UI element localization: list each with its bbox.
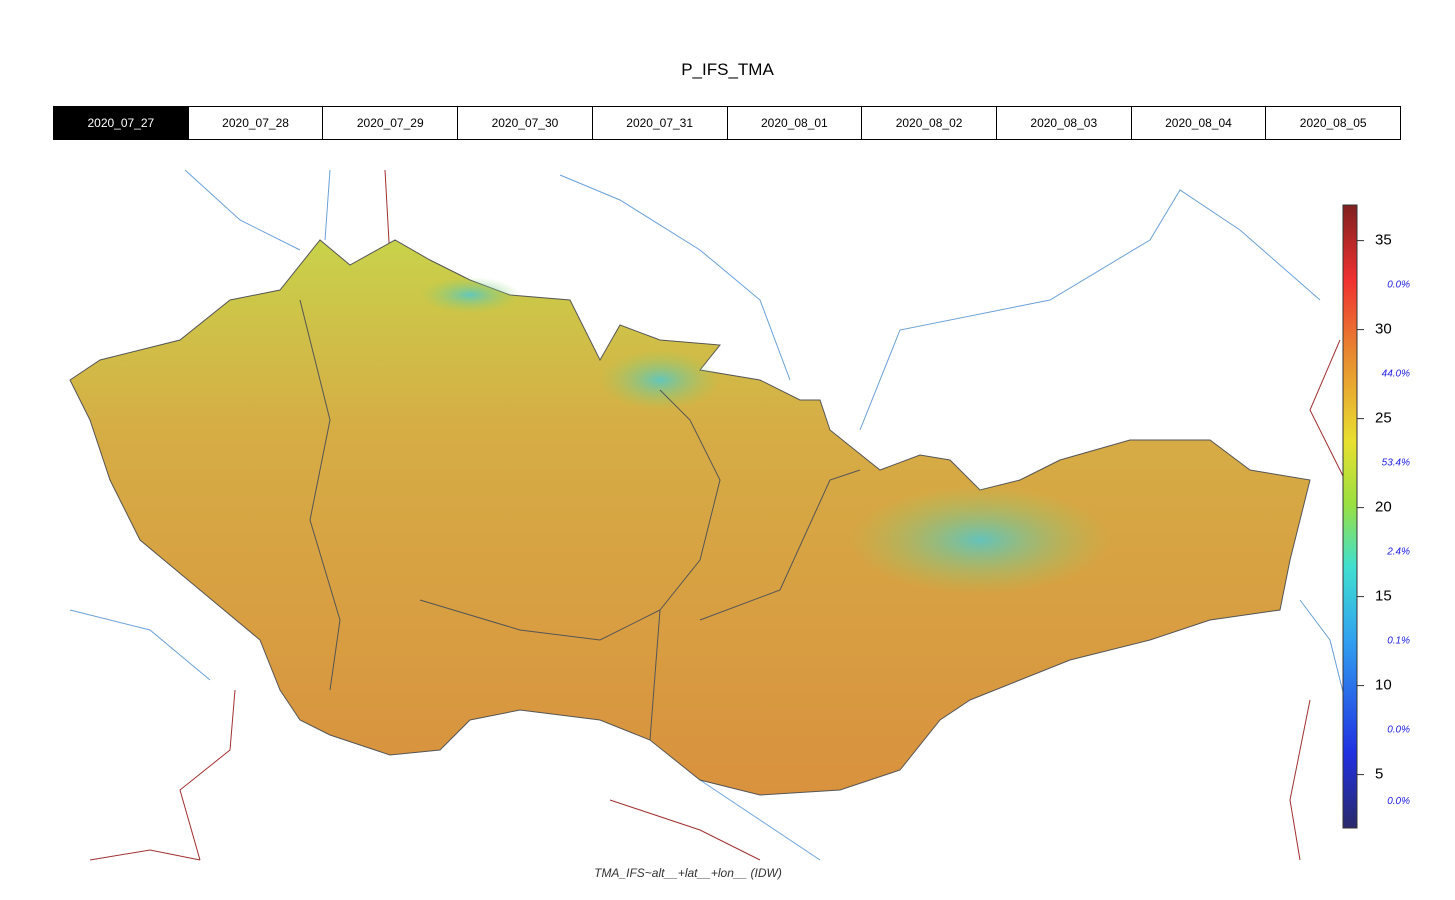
caption: TMA_IFS~alt__+lat__+lon__ (IDW): [594, 866, 782, 880]
date-tab[interactable]: 2020_07_29: [322, 107, 457, 139]
colorbar-tick-label: 20: [1375, 499, 1392, 516]
territory: [69, 239, 1311, 796]
date-tab[interactable]: 2020_08_02: [861, 107, 996, 139]
colorbar-share: 0.0%: [1387, 796, 1410, 807]
date-tab[interactable]: 2020_08_04: [1130, 107, 1266, 139]
colorbar-tick-label: 30: [1375, 321, 1392, 338]
colorbar-share: 44.0%: [1382, 369, 1410, 380]
colorbar-share: 0.0%: [1387, 725, 1410, 736]
colorbar-share: 53.4%: [1382, 458, 1410, 469]
colorbar-share: 0.1%: [1387, 636, 1410, 647]
colorbar-share: 0.0%: [1387, 280, 1410, 291]
colorbar-tick-label: 25: [1375, 410, 1392, 427]
title: P_IFS_TMA: [681, 60, 774, 79]
date-tab[interactable]: 2020_07_28: [187, 107, 323, 139]
colorbar-tick-label: 5: [1375, 766, 1383, 783]
date-tab[interactable]: 2020_08_01: [726, 107, 862, 139]
date-tab[interactable]: 2020_08_03: [995, 107, 1131, 139]
colorbar-tick-label: 35: [1375, 232, 1392, 249]
colorbar: [1342, 204, 1358, 829]
date-tab[interactable]: 2020_07_30: [457, 107, 592, 139]
date-tab[interactable]: 2020_07_31: [591, 107, 727, 139]
colorbar-tick-label: 10: [1375, 677, 1392, 694]
colorbar-share: 2.4%: [1386, 547, 1410, 558]
date-tab[interactable]: 2020_07_27: [54, 107, 188, 139]
colorbar-tick-label: 15: [1375, 588, 1392, 605]
date-tabs: 2020_07_27 2020_07_28 2020_07_29 2020_07_30…: [53, 106, 1401, 140]
background-lines: [69, 169, 1346, 861]
date-tab[interactable]: 2020_08_05: [1265, 107, 1400, 139]
